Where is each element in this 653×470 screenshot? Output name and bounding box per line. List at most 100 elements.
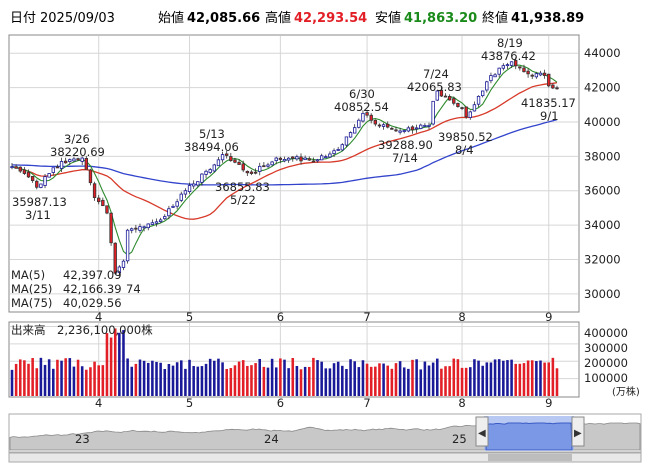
candle-body bbox=[200, 173, 204, 183]
volume-bar bbox=[274, 367, 278, 396]
candle-body bbox=[134, 227, 138, 230]
annotation-date: 7/14 bbox=[392, 151, 418, 165]
candle-body bbox=[204, 170, 208, 175]
navigator-left-handle[interactable] bbox=[475, 416, 489, 447]
volume-bar bbox=[419, 369, 423, 396]
volume-bar bbox=[175, 362, 179, 396]
candle-body bbox=[76, 158, 80, 161]
volume-bar bbox=[477, 360, 480, 396]
candle-body bbox=[522, 67, 526, 73]
volume-bar bbox=[14, 363, 18, 396]
open-value: 42,085.66 bbox=[187, 11, 260, 26]
volume-bar bbox=[444, 366, 447, 396]
annotation-value: 36855.83 bbox=[215, 180, 270, 194]
candle-body bbox=[481, 90, 485, 97]
candle-body bbox=[286, 157, 291, 161]
candle-body bbox=[332, 150, 336, 154]
candle-body bbox=[245, 170, 250, 174]
y-tick-label: 34000 bbox=[584, 218, 621, 232]
volume-title: 出来高 bbox=[11, 323, 46, 337]
volume-tick-label: 300000 bbox=[584, 341, 628, 355]
x-tick-label: 9 bbox=[545, 310, 552, 324]
legend-ma75-label: MA(75) bbox=[11, 296, 52, 310]
candle-body bbox=[26, 171, 31, 178]
volume-bar bbox=[142, 360, 146, 396]
volume-bar bbox=[464, 367, 468, 396]
volume-bar bbox=[113, 328, 117, 396]
candle-body bbox=[92, 183, 97, 198]
volume-bar bbox=[497, 359, 501, 396]
volume-bar bbox=[365, 363, 369, 396]
candle-body bbox=[113, 242, 117, 274]
candle-body bbox=[468, 111, 472, 118]
volume-bar bbox=[324, 368, 328, 396]
candle-body bbox=[538, 72, 543, 76]
x-tick-label: 4 bbox=[95, 396, 102, 410]
navigator-scrollbar-thumb[interactable] bbox=[488, 454, 572, 461]
candle-body bbox=[208, 169, 212, 173]
candle-body bbox=[489, 75, 493, 82]
volume-bar bbox=[341, 365, 344, 396]
candle-body bbox=[365, 112, 369, 116]
annotation-date: 5/13 bbox=[199, 127, 225, 141]
volume-bar bbox=[122, 330, 125, 396]
volume-bar bbox=[118, 332, 121, 396]
candle-body bbox=[319, 155, 324, 161]
candle-body bbox=[146, 223, 150, 229]
volume-bar bbox=[246, 365, 249, 396]
candles bbox=[10, 57, 559, 277]
annotation-date: 6/30 bbox=[349, 87, 375, 101]
volume-bar bbox=[386, 365, 389, 396]
volume-bar bbox=[262, 366, 266, 396]
volume-bar bbox=[440, 368, 443, 396]
candle-body bbox=[105, 205, 109, 214]
annotation-value: 38220.69 bbox=[50, 145, 105, 159]
candle-body bbox=[216, 159, 221, 167]
volume-bar bbox=[287, 368, 290, 396]
volume-bar bbox=[493, 359, 497, 396]
candle-body bbox=[542, 72, 547, 76]
volume-bar bbox=[64, 358, 67, 396]
volume-bar bbox=[138, 359, 142, 396]
candle-body bbox=[72, 158, 76, 162]
candle-body bbox=[402, 130, 406, 132]
volume-bar bbox=[93, 361, 96, 396]
volume-bar bbox=[502, 360, 505, 396]
volume-bar bbox=[555, 368, 559, 396]
y-tick-label: 36000 bbox=[584, 184, 621, 198]
volume-bar bbox=[394, 363, 398, 396]
annotations: 35987.13 3/11 3/26 38220.69 5/13 38494.0… bbox=[12, 36, 576, 222]
volume-bar bbox=[551, 357, 555, 396]
candle-body bbox=[526, 70, 530, 75]
volume-bar bbox=[435, 358, 439, 396]
volume-bar bbox=[411, 359, 414, 396]
candle-body bbox=[427, 124, 431, 127]
volume-bar bbox=[518, 363, 522, 396]
candle-body bbox=[303, 157, 307, 161]
candle-body bbox=[497, 67, 501, 75]
volume-bar bbox=[134, 363, 138, 396]
candle-body bbox=[249, 171, 254, 174]
candle-body bbox=[324, 156, 328, 159]
close-value: 41,938.89 bbox=[511, 11, 584, 26]
candle-body bbox=[253, 171, 258, 174]
volume-bar bbox=[539, 360, 542, 396]
candle-body bbox=[101, 199, 105, 207]
candle-body bbox=[212, 164, 216, 172]
close-label: 終値 bbox=[482, 10, 508, 26]
navigator[interactable]: ◀ ▶ 23 24 25 bbox=[8, 413, 642, 463]
volume-bar bbox=[469, 367, 472, 396]
volume-bar bbox=[448, 366, 451, 396]
navigator-scrollbar[interactable] bbox=[8, 452, 642, 463]
volume-bar bbox=[316, 360, 319, 396]
candle-body bbox=[493, 74, 497, 78]
candle-body bbox=[439, 89, 444, 97]
volume-bar bbox=[225, 368, 228, 396]
volume-bar bbox=[167, 364, 171, 396]
candle-body bbox=[22, 169, 27, 174]
navigator-right-handle[interactable] bbox=[571, 416, 585, 447]
volume-bar bbox=[27, 363, 30, 396]
y-tick-label: 42000 bbox=[584, 81, 621, 95]
volume-tick-label: 100000 bbox=[584, 371, 628, 385]
candle-body bbox=[80, 157, 84, 162]
